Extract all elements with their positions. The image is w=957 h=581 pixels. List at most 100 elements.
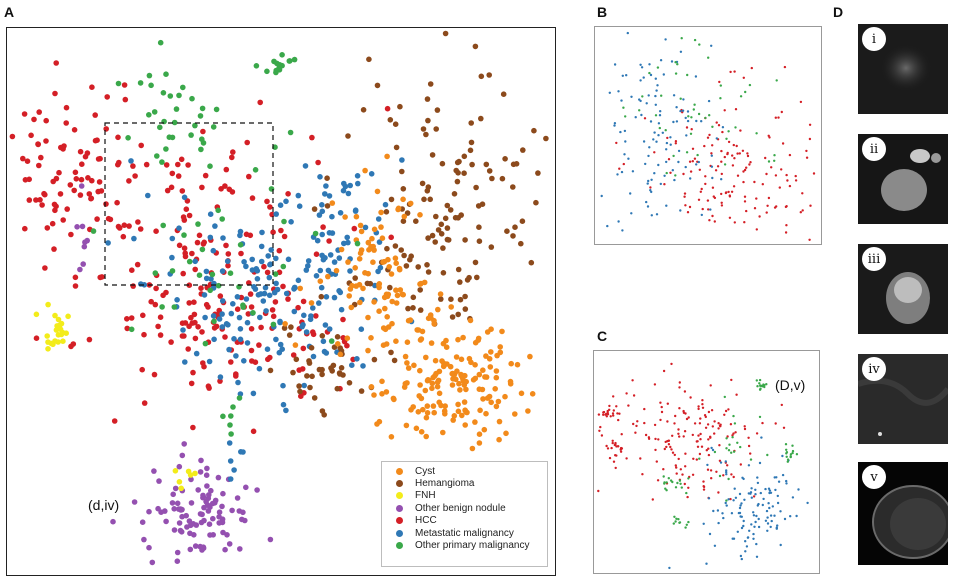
- panel-a-annotation: (d,iv): [88, 497, 120, 513]
- scatter-point: [448, 304, 455, 310]
- scatter-point-c: [727, 408, 730, 411]
- scatter-point-b: [621, 229, 624, 232]
- scatter-point: [28, 132, 34, 139]
- scatter-point-b: [720, 160, 723, 163]
- scatter-point: [344, 335, 351, 342]
- scatter-point: [33, 335, 40, 342]
- scatter-point: [116, 159, 122, 166]
- scatter-point-b: [711, 176, 714, 180]
- scatter-point: [306, 360, 313, 366]
- scatter-point-b: [743, 195, 747, 198]
- scatter-point: [379, 235, 386, 241]
- scatter-point: [420, 406, 426, 413]
- scatter-point: [352, 265, 359, 271]
- scatter-point-c: [769, 491, 773, 494]
- scatter-point-b: [715, 137, 718, 140]
- scatter-point-b: [681, 109, 685, 112]
- scatter-point: [375, 216, 382, 222]
- scatter-point-b: [729, 70, 732, 74]
- scatter-point: [80, 261, 86, 267]
- scatter-point-c: [739, 504, 742, 507]
- scatter-point: [331, 294, 338, 301]
- scatter-point: [296, 203, 303, 209]
- scatter-point-c: [776, 494, 779, 498]
- scatter-point-c: [639, 457, 642, 460]
- legend-marker: [396, 467, 403, 475]
- scatter-point: [148, 298, 154, 305]
- scatter-point: [219, 216, 225, 222]
- scatter-point: [393, 287, 399, 294]
- scatter-point-b: [629, 192, 632, 195]
- scatter-point: [395, 206, 401, 213]
- scatter-point-b: [703, 144, 706, 148]
- scatter-point-c: [755, 555, 759, 558]
- scatter-point: [205, 304, 211, 310]
- scatter-point: [377, 264, 384, 271]
- scatter-point-c: [742, 519, 745, 523]
- scatter-point-b: [665, 148, 668, 151]
- scatter-point: [433, 126, 440, 132]
- scatter-point: [272, 299, 279, 305]
- scatter-point: [502, 156, 508, 162]
- scatter-point: [192, 258, 198, 265]
- scatter-point-c: [727, 449, 731, 452]
- scatter-point: [64, 206, 70, 212]
- scatter-point: [423, 414, 430, 421]
- scatter-point-c: [701, 406, 705, 409]
- scatter-point: [92, 137, 99, 144]
- scatter-point-c: [707, 438, 710, 441]
- scatter-point-c: [703, 414, 707, 417]
- scatter-point-c: [754, 520, 757, 524]
- scatter-point: [188, 314, 194, 321]
- scatter-point: [455, 336, 461, 343]
- scatter-point: [402, 353, 409, 360]
- scatter-point-b: [655, 213, 659, 216]
- scatter-point: [126, 223, 132, 229]
- scatter-point: [234, 306, 241, 313]
- scatter-point: [371, 299, 377, 305]
- scatter-point: [151, 371, 158, 378]
- scatter-point: [244, 340, 251, 346]
- scatter-point: [399, 157, 405, 163]
- scatter-point: [58, 320, 65, 327]
- scatter-point-b: [643, 117, 647, 120]
- scatter-point: [200, 128, 206, 135]
- scatter-point: [243, 263, 249, 270]
- scatter-point: [337, 351, 344, 358]
- scatter-point: [171, 506, 177, 512]
- scatter-point: [276, 67, 283, 73]
- scatter-point-c: [634, 431, 637, 434]
- scatter-point: [164, 187, 171, 194]
- scatter-point: [146, 112, 152, 118]
- scatter-point: [358, 388, 365, 394]
- scatter-point-b: [656, 66, 660, 69]
- scatter-point-c: [765, 509, 769, 513]
- scatter-point: [176, 92, 182, 99]
- scatter-point-b: [662, 73, 665, 76]
- scatter-point: [199, 136, 205, 142]
- scatter-point-c: [795, 453, 799, 456]
- scatter-point: [449, 314, 456, 320]
- scatter-point: [151, 109, 158, 115]
- scatter-point-c: [757, 517, 760, 521]
- scatter-point-c: [754, 493, 757, 496]
- scatter-point: [51, 246, 57, 252]
- scatter-point: [310, 329, 316, 335]
- scatter-point: [174, 558, 181, 564]
- scatter-point: [482, 374, 488, 380]
- scatter-point: [77, 192, 84, 198]
- scatter-point-b: [676, 63, 679, 66]
- scatter-point-c: [776, 501, 780, 505]
- scatter-point: [296, 367, 303, 373]
- scatter-point: [211, 318, 217, 325]
- scatter-point-c: [608, 456, 612, 460]
- scatter-point: [291, 284, 298, 291]
- scatter-point-c: [757, 525, 761, 529]
- scatter-point: [230, 404, 236, 410]
- scatter-point: [229, 507, 235, 514]
- scatter-point: [424, 403, 431, 409]
- scatter-point-b: [623, 129, 627, 133]
- scatter-point: [182, 250, 188, 256]
- scatter-point: [254, 487, 260, 493]
- scatter-point: [153, 285, 159, 292]
